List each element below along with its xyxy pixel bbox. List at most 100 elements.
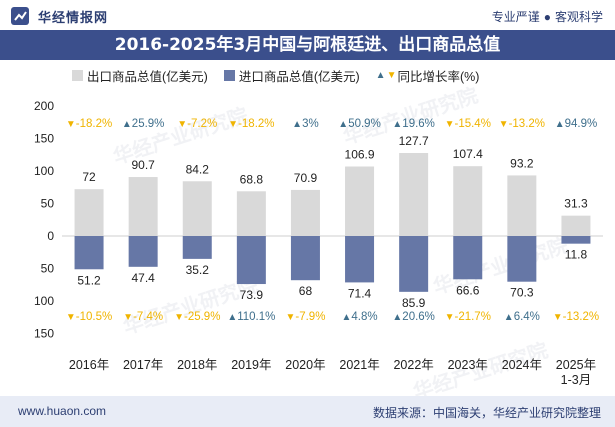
import-bar [345, 236, 375, 283]
import-growth-label: ▲6.4% [504, 311, 540, 323]
import-bar [182, 236, 212, 259]
y-tick-label: 50 [41, 262, 55, 276]
import-bar [399, 236, 429, 292]
export-growth-label: ▼-7.2% [177, 118, 217, 130]
import-value-label: 68 [299, 284, 313, 298]
import-bar [128, 236, 158, 267]
legend-import-label: 进口商品总值(亿美元) [238, 69, 360, 84]
export-growth-label: ▲50.9% [338, 118, 381, 130]
export-value-label: 70.9 [294, 171, 318, 185]
import-growth-label: ▼-7.9% [285, 311, 325, 323]
site-name: 华经情报网 [38, 10, 109, 25]
slogan-right: 客观科学 [554, 10, 603, 24]
slogan-dot: ● [543, 10, 551, 24]
import-value-label: 73.9 [240, 288, 264, 302]
export-growth-label: ▲3% [292, 118, 319, 130]
legend-growth: ▲ ▼ 同比增长率(%) [376, 66, 480, 85]
export-growth-label: ▼-18.2% [66, 118, 112, 130]
import-growth-label: ▼-7.4% [123, 311, 163, 323]
x-tick-label: 2016年 [69, 358, 109, 372]
export-bar [399, 152, 429, 236]
export-value-label: 31.3 [564, 197, 588, 211]
import-value-label: 11.8 [565, 248, 588, 262]
export-bar [128, 177, 158, 236]
import-growth-label: ▲20.6% [392, 311, 435, 323]
legend-export-label: 出口商品总值(亿美元) [87, 69, 208, 84]
x-tick-label: 1-3月 [561, 373, 592, 387]
down-triangle-icon: ▼ [386, 69, 397, 81]
y-tick-label: 200 [34, 99, 54, 113]
slogan-left: 专业严谨 [491, 10, 540, 24]
export-value-label: 107.4 [453, 147, 483, 161]
up-triangle-icon: ▲ [375, 69, 386, 81]
x-tick-label: 2025年 [556, 358, 596, 372]
x-tick-label: 2018年 [177, 358, 217, 372]
export-value-label: 84.2 [186, 162, 210, 176]
footer-source: 数据来源：中国海关，华经产业研究院整理 [372, 406, 601, 420]
chart-title: 2016-2025年3月中国与阿根廷进、出口商品总值 [114, 35, 501, 55]
chart-legend: 出口商品总值(亿美元) 进口商品总值(亿美元) ▲ ▼ 同比增长率(%) [72, 64, 495, 86]
export-bar [290, 189, 320, 236]
export-value-label: 90.7 [131, 158, 155, 172]
export-bar [453, 166, 483, 236]
import-value-label: 66.6 [456, 283, 480, 297]
top-bar: 华经情报网 专业严谨 ● 客观科学 [0, 0, 615, 32]
legend-export-swatch [72, 69, 83, 81]
x-tick-label: 2023年 [448, 358, 488, 372]
import-bar [290, 236, 320, 281]
export-value-label: 68.8 [240, 172, 264, 186]
export-value-label: 127.7 [399, 134, 429, 148]
export-bar [507, 175, 537, 236]
import-growth-label: ▲4.8% [341, 311, 377, 323]
x-tick-label: 2019年 [231, 358, 271, 372]
x-tick-label: 2017年 [123, 358, 163, 372]
export-value-label: 93.2 [510, 156, 534, 170]
import-value-label: 71.4 [348, 286, 372, 300]
slogan: 专业严谨 ● 客观科学 [492, 8, 603, 25]
export-growth-label: ▲94.9% [555, 118, 598, 130]
import-value-label: 51.2 [77, 273, 101, 287]
import-bar [561, 236, 591, 244]
import-growth-label: ▼-25.9% [174, 311, 220, 323]
export-value-label: 72 [82, 170, 96, 184]
x-tick-label: 2020年 [285, 358, 325, 372]
import-bar [507, 236, 537, 282]
import-value-label: 70.3 [510, 286, 534, 300]
y-tick-label: 100 [34, 164, 54, 178]
import-value-label: 35.2 [186, 263, 210, 277]
import-bar [74, 236, 104, 270]
import-growth-label: ▲110.1% [227, 311, 275, 323]
x-tick-label: 2021年 [339, 358, 379, 372]
footer: www.huaon.com 数据来源：中国海关，华经产业研究院整理 [0, 396, 615, 427]
legend-import: 进口商品总值(亿美元) [223, 66, 360, 85]
export-bar [345, 166, 375, 236]
export-bar [74, 189, 104, 236]
import-bar [453, 236, 483, 280]
export-growth-label: ▼-18.2% [228, 118, 274, 130]
import-value-label: 47.4 [131, 271, 155, 285]
import-growth-label: ▼-10.5% [66, 311, 112, 323]
import-growth-label: ▼-13.2% [553, 311, 599, 323]
export-growth-label: ▲19.6% [392, 118, 435, 130]
x-tick-label: 2022年 [393, 358, 433, 372]
x-tick-label: 2024年 [502, 358, 542, 372]
export-growth-label: ▼-15.4% [445, 118, 491, 130]
huajing-logo-icon [11, 7, 29, 25]
y-tick-label: 50 [41, 197, 55, 211]
footer-url[interactable]: www.huaon.com [18, 404, 107, 418]
export-bar [182, 181, 212, 236]
bar-chart: 200 150 100 50 0 50 100 150 72 51.2 ▼-18.2% ▼-10.5%… [34, 99, 603, 387]
legend-import-swatch [223, 69, 235, 81]
y-tick-label: 100 [34, 294, 54, 308]
export-growth-label: ▲25.9% [122, 118, 165, 130]
legend-growth-label: 同比增长率(%) [397, 69, 480, 84]
y-tick-label: 150 [34, 132, 54, 146]
import-growth-label: ▼-21.7% [445, 311, 491, 323]
y-tick-label: 0 [47, 229, 54, 243]
export-bar [236, 191, 266, 236]
export-bar [561, 215, 591, 236]
title-bar: 2016-2025年3月中国与阿根廷进、出口商品总值 [0, 30, 615, 60]
export-growth-label: ▼-13.2% [499, 118, 545, 130]
export-value-label: 106.9 [345, 148, 375, 162]
import-bar [236, 236, 266, 285]
